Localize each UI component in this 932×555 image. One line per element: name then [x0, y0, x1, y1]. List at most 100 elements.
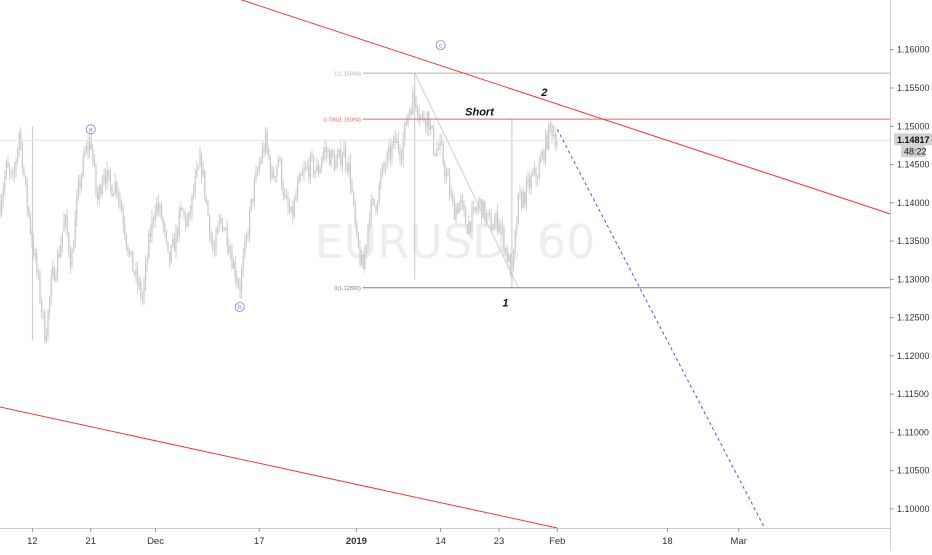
candle-body: [257, 170, 259, 172]
candle-body: [223, 229, 225, 232]
candle-body: [500, 224, 502, 227]
candle-body: [461, 199, 463, 204]
candle-body: [124, 224, 126, 236]
candle-body: [133, 271, 135, 276]
candle-body: [436, 149, 438, 156]
candle-body: [287, 197, 289, 207]
candle-body: [90, 138, 92, 149]
candle-body: [457, 207, 459, 214]
candle-body: [452, 194, 454, 201]
candle-body: [114, 182, 116, 194]
candle-body: [18, 133, 20, 149]
candle-body: [225, 227, 227, 230]
candle-body: [84, 152, 86, 155]
projection-line[interactable]: [556, 129, 766, 529]
candle-body: [233, 262, 235, 269]
candle-body: [308, 166, 310, 178]
candle-body: [338, 149, 340, 156]
candle-body: [242, 255, 244, 271]
candle-body: [185, 214, 187, 226]
candle-body: [116, 182, 118, 193]
time-axis[interactable]: 12 21 Dec 17 2019 14 23 Feb 18 Mar: [0, 528, 932, 550]
candle-body: [418, 115, 420, 119]
candle-body: [509, 255, 511, 277]
candle-body: [359, 247, 361, 265]
candles-layer: [0, 73, 890, 344]
candle-body: [412, 93, 414, 115]
candle-body: [428, 111, 430, 130]
candle-body: [477, 203, 479, 210]
candle-body: [34, 253, 36, 256]
candle-body: [53, 267, 55, 281]
price-tick-label: 1.14000: [897, 198, 930, 208]
candle-body: [442, 144, 444, 164]
price-tick-label: 1.10500: [897, 466, 930, 476]
candle-body: [153, 218, 155, 221]
candle-body: [228, 246, 230, 253]
candle-body: [157, 202, 159, 211]
candle-body: [274, 176, 276, 178]
candle-body: [514, 230, 516, 250]
candle-body: [92, 149, 94, 159]
fib-retracement-layer[interactable]: 1(1.15694) 0.786(1.15094) 0(1.12890): [324, 72, 890, 293]
candle-body: [311, 155, 313, 157]
candle-body: [527, 178, 529, 183]
candle-body: [450, 194, 452, 195]
candle-body: [149, 233, 151, 237]
candle-body: [282, 186, 284, 196]
candle-body: [348, 162, 350, 172]
trendline-upper-channel[interactable]: [117, 0, 932, 229]
candle-body: [519, 193, 521, 194]
candle-body: [292, 206, 294, 217]
candle-body: [370, 199, 372, 221]
candle-body: [298, 175, 300, 184]
candle-body: [108, 169, 110, 174]
candle-body: [260, 161, 262, 164]
candle-body: [66, 215, 68, 234]
candle-body: [154, 213, 156, 221]
time-tick-label: 23: [494, 536, 505, 547]
candle-body: [21, 142, 23, 170]
candle-body: [263, 148, 265, 153]
candle-body: [361, 255, 363, 265]
fib-trend-diagonal[interactable]: [414, 72, 519, 288]
candle-body: [202, 170, 204, 176]
price-axis[interactable]: 1.16000 1.15500 1.15000 1.14500 1.14000 1.135…: [890, 0, 932, 550]
trendline-lower-channel[interactable]: [0, 406, 558, 529]
candle-body: [396, 139, 398, 143]
candle-body: [42, 311, 44, 313]
drawing-lines-layer[interactable]: [0, 0, 932, 529]
candle-body: [357, 232, 359, 247]
candle-body: [93, 158, 95, 166]
time-tick-label: 14: [435, 536, 446, 547]
candle-body: [17, 148, 19, 162]
candle-body: [167, 241, 169, 252]
wave-label-c: c: [439, 42, 443, 49]
candle-body: [277, 159, 279, 167]
candle-body: [476, 209, 478, 211]
candle-body: [221, 218, 223, 232]
candle-body: [353, 191, 355, 203]
candle-body: [253, 180, 255, 202]
candle-body: [143, 282, 145, 298]
candle-body: [349, 162, 351, 185]
price-tick-label: 1.15500: [897, 83, 930, 93]
fib-level-label: 0(1.12890): [334, 286, 361, 292]
candle-body: [265, 132, 267, 153]
candle-body: [41, 300, 43, 312]
time-tick-label: Mar: [731, 536, 747, 547]
candle-body: [111, 185, 113, 197]
candle-body: [215, 233, 217, 251]
price-tick-label: 1.11000: [897, 427, 929, 437]
candle-body: [65, 215, 67, 220]
candle-body: [81, 174, 83, 188]
candle-body: [369, 220, 371, 225]
candle-body: [156, 202, 158, 214]
candle-body: [314, 170, 316, 174]
candle-body: [351, 184, 353, 192]
candle-body: [25, 175, 27, 184]
candle-body: [2, 189, 4, 201]
candle-body: [372, 199, 374, 200]
candle-body: [269, 158, 271, 178]
candle-body: [319, 167, 321, 174]
